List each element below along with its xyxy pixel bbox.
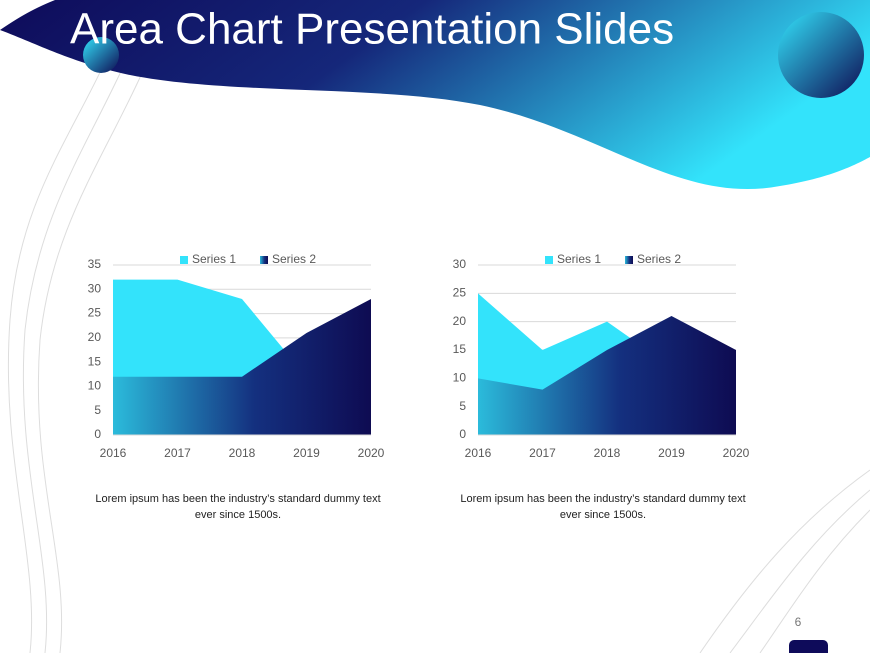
y-tick-label: 35: [88, 257, 102, 271]
y-tick-label: 5: [94, 403, 101, 417]
y-tick-label: 20: [453, 314, 467, 328]
x-tick-label: 2020: [723, 446, 750, 460]
x-tick-label: 2016: [465, 446, 492, 460]
x-tick-label: 2019: [293, 446, 320, 460]
slide-title: Area Chart Presentation Slides: [70, 5, 674, 54]
caption: Lorem ipsum has been the industry’s stan…: [95, 493, 381, 521]
y-tick-label: 30: [453, 257, 467, 271]
y-tick-label: 20: [88, 330, 102, 344]
caption: Lorem ipsum has been the industry’s stan…: [460, 493, 746, 521]
y-tick-label: 30: [88, 281, 102, 295]
decor-tab: [789, 640, 828, 653]
legend-swatch: [625, 256, 633, 264]
y-tick-label: 25: [453, 286, 467, 300]
decor-lines: [7, 0, 870, 653]
x-tick-label: 2016: [100, 446, 127, 460]
decor-circle: [83, 37, 119, 73]
x-tick-label: 2017: [164, 446, 191, 460]
area: [113, 299, 371, 435]
legend-swatch: [260, 256, 268, 264]
legend-label: Series 2: [637, 252, 681, 266]
y-tick-label: 25: [88, 306, 102, 320]
legend-label: Series 1: [557, 252, 601, 266]
x-tick-label: 2018: [594, 446, 621, 460]
legend-label: Series 1: [192, 252, 236, 266]
header-wave: [0, 0, 870, 190]
x-tick-label: 2018: [229, 446, 256, 460]
legend-swatch: [545, 256, 553, 264]
y-tick-label: 10: [453, 371, 467, 385]
legend-swatch: [180, 256, 188, 264]
x-tick-label: 2019: [658, 446, 685, 460]
decor-circle: [778, 12, 864, 98]
page-number: 6: [795, 615, 802, 629]
x-tick-label: 2017: [529, 446, 556, 460]
area: [478, 316, 736, 435]
y-tick-label: 0: [459, 427, 466, 441]
legend-label: Series 2: [272, 252, 316, 266]
y-tick-label: 10: [88, 379, 102, 393]
y-tick-label: 15: [88, 354, 102, 368]
x-tick-label: 2020: [358, 446, 385, 460]
y-tick-label: 0: [94, 427, 101, 441]
y-tick-label: 5: [459, 399, 466, 413]
y-tick-label: 15: [453, 342, 467, 356]
